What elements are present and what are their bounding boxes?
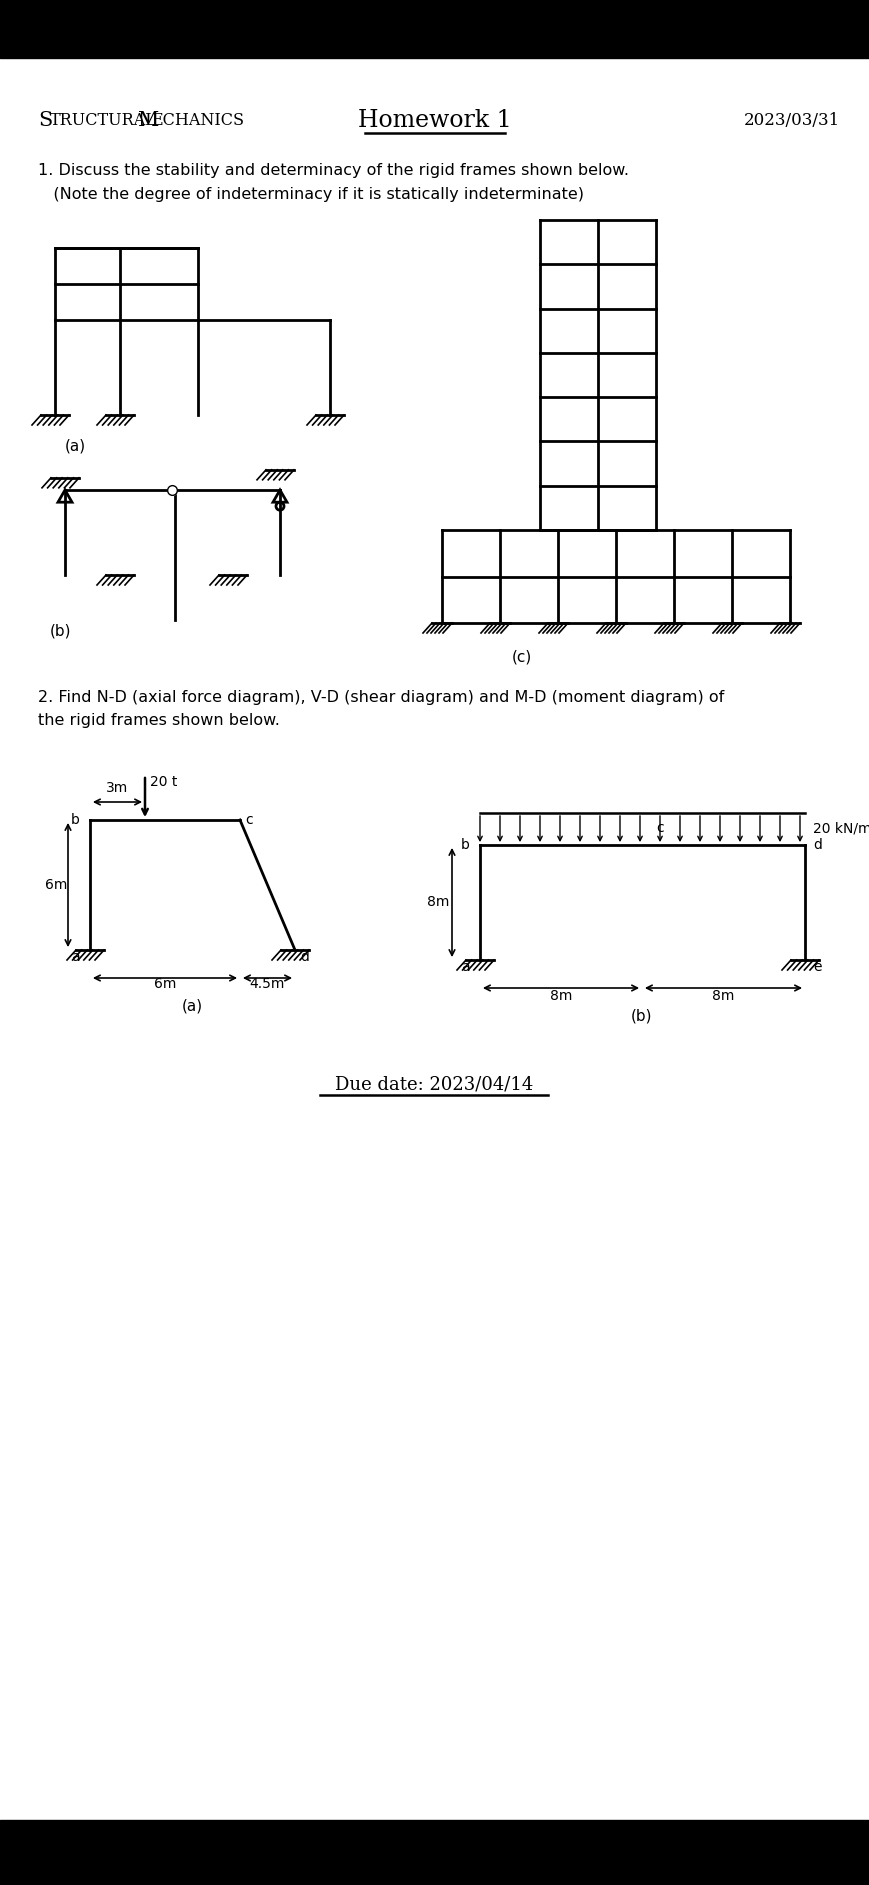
Text: (c): (c) xyxy=(512,648,532,664)
Text: 2. Find N-D (axial force diagram), V-D (shear diagram) and M-D (moment diagram) : 2. Find N-D (axial force diagram), V-D (… xyxy=(38,690,724,705)
Text: c: c xyxy=(245,812,253,828)
Text: b: b xyxy=(71,812,80,828)
Text: ECHANICS: ECHANICS xyxy=(151,111,244,128)
Text: 20 t: 20 t xyxy=(150,775,177,790)
Text: the rigid frames shown below.: the rigid frames shown below. xyxy=(38,713,280,728)
Text: b: b xyxy=(461,839,470,852)
Text: (b): (b) xyxy=(50,624,71,637)
Text: 4.5m: 4.5m xyxy=(249,976,285,992)
Text: TRUCTURAL: TRUCTURAL xyxy=(50,111,157,128)
Text: a: a xyxy=(71,950,80,963)
Text: a: a xyxy=(461,959,470,975)
Text: 1. Discuss the stability and determinacy of the rigid frames shown below.: 1. Discuss the stability and determinacy… xyxy=(38,162,629,177)
Text: d: d xyxy=(300,950,308,963)
Text: c: c xyxy=(656,822,664,835)
Text: (a): (a) xyxy=(182,997,202,1012)
Text: M: M xyxy=(138,111,159,130)
Text: e: e xyxy=(813,959,821,975)
Text: Homework 1: Homework 1 xyxy=(358,109,512,132)
Text: Due date: 2023/04/14: Due date: 2023/04/14 xyxy=(335,1074,533,1093)
Text: 6m: 6m xyxy=(45,878,67,892)
Text: (b): (b) xyxy=(631,1008,653,1024)
Text: 3m: 3m xyxy=(106,780,128,795)
Text: 20 kN/m: 20 kN/m xyxy=(813,822,869,835)
Text: 8m: 8m xyxy=(427,895,449,909)
Text: (a): (a) xyxy=(65,437,86,452)
Text: 2023/03/31: 2023/03/31 xyxy=(744,111,840,128)
Text: d: d xyxy=(813,839,822,852)
Text: 8m: 8m xyxy=(550,990,572,1003)
Text: 6m: 6m xyxy=(154,976,176,992)
Text: 8m: 8m xyxy=(712,990,734,1003)
Text: (Note the degree of indeterminacy if it is statically indeterminate): (Note the degree of indeterminacy if it … xyxy=(38,187,584,202)
Text: S: S xyxy=(38,111,52,130)
